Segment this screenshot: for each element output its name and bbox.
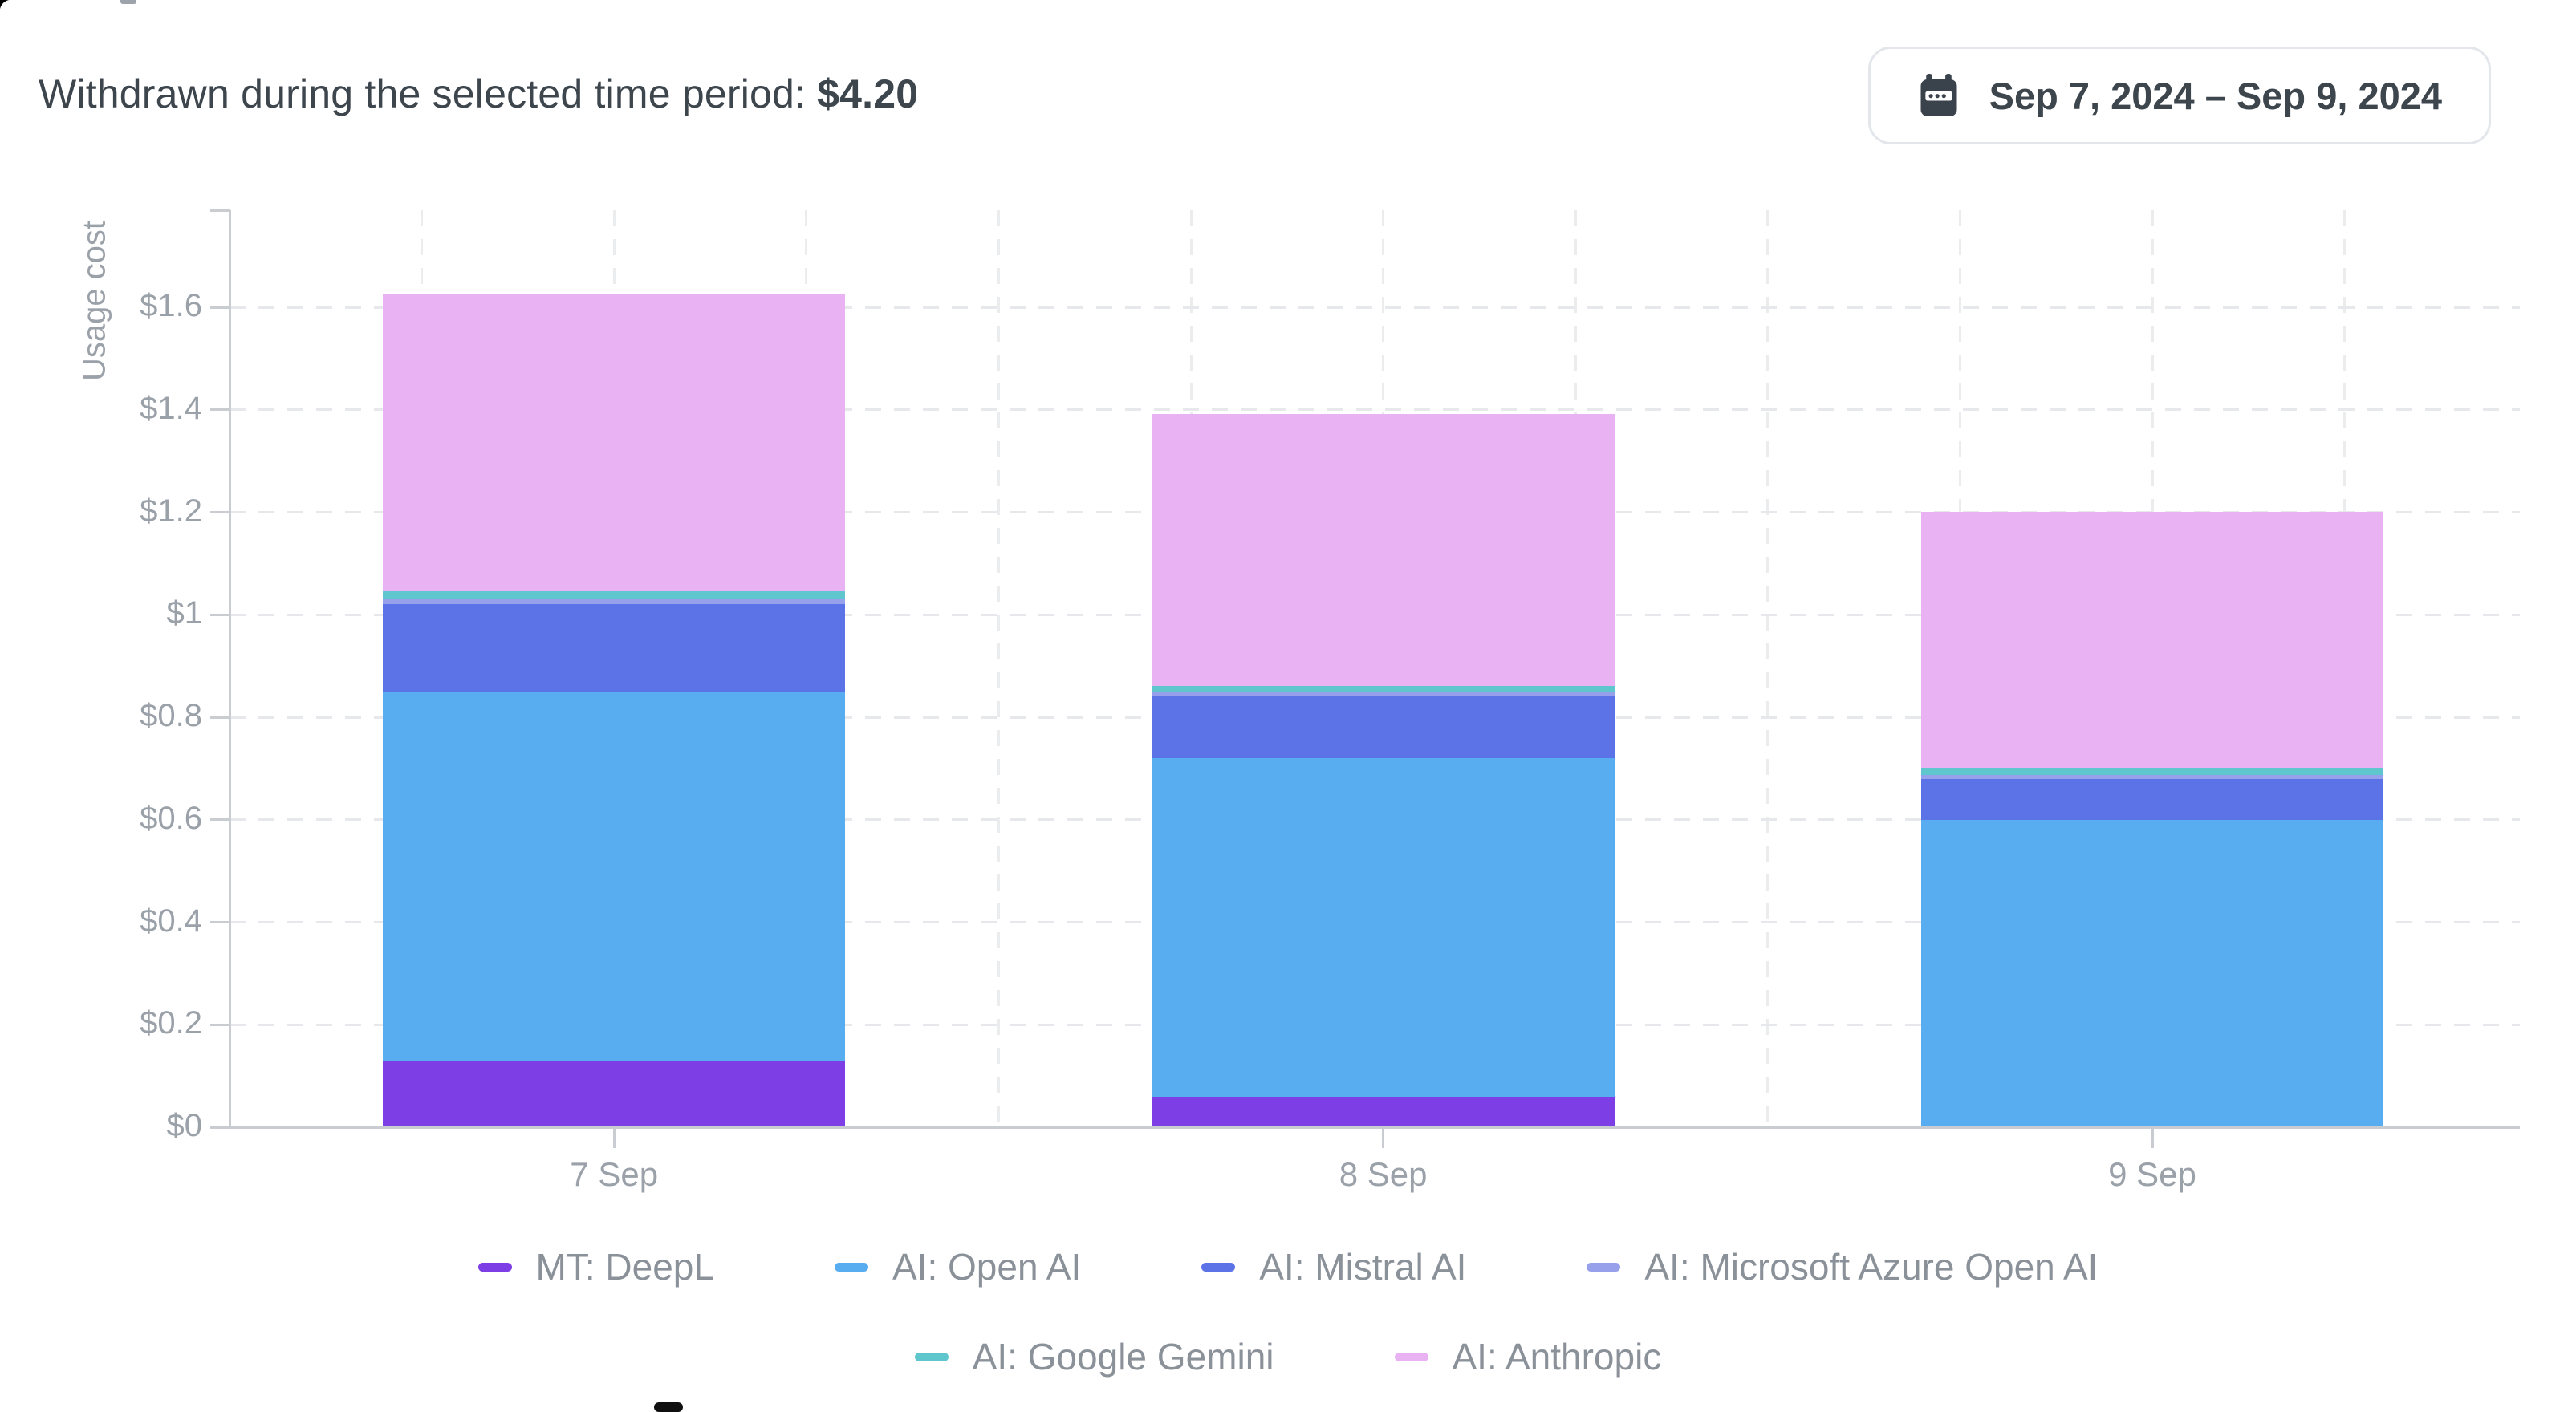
x-tick-label: 8 Sep [1339,1155,1428,1193]
cropped-element-artifact [654,1402,683,1412]
x-tick-label: 7 Sep [570,1155,659,1193]
bar-segment-7-Sep-AI-Google-Gemini[interactable] [383,591,846,599]
y-tick-label: $0.2 [140,1005,202,1041]
legend-label: AI: Microsoft Azure Open AI [1644,1246,2099,1288]
legend-marker [1394,1352,1428,1361]
bar-segment-9-Sep-AI-Mistral-AI[interactable] [1921,779,2383,820]
legend-item-AI-Anthropic[interactable]: AI: Anthropic [1394,1335,1662,1378]
legend-marker [1201,1262,1236,1272]
bar-segment-9-Sep-AI-Microsoft-Azure-Open-AI[interactable] [1921,775,2383,779]
y-tick-label: $0.4 [140,903,202,939]
legend-marker [834,1262,868,1272]
legend-label: MT: DeepL [535,1246,714,1288]
y-tick [210,1023,230,1026]
chart-legend: MT: DeepL AI: Open AI AI: Mistral AI AI: Mi… [0,1242,2576,1412]
y-tick-label: $1.4 [140,390,202,426]
y-tick [210,921,230,923]
legend-label: AI: Anthropic [1452,1336,1662,1378]
y-tick [210,613,230,616]
y-tick [210,511,230,513]
y-tick [210,818,230,822]
legend-row: MT: DeepL AI: Open AI AI: Mistral AI AI: Mi… [0,1242,2576,1292]
bar-segment-8-Sep-AI-Open-AI[interactable] [1152,758,1615,1097]
withdrawn-label: Withdrawn during the selected time perio… [39,71,807,116]
x-tick [2151,1127,2154,1148]
y-tick-label: $0.6 [140,800,202,836]
y-tick-label: $1.2 [140,493,202,529]
x-tick [612,1127,616,1148]
bar-segment-8-Sep-AI-Mistral-AI[interactable] [1152,696,1615,758]
legend-label: AI: Mistral AI [1259,1246,1467,1288]
legend-item-AI-Google-Gemini[interactable]: AI: Google Gemini [914,1335,1274,1378]
date-range-label: Sep 7, 2024 – Sep 9, 2024 [1989,74,2442,117]
vertical-gridline [997,210,1000,1127]
withdrawn-summary: Withdrawn during the selected time perio… [39,71,918,117]
y-tick [210,716,230,719]
y-tick-label: $1 [166,595,203,631]
bar-segment-8-Sep-MT-DeepL[interactable] [1152,1097,1615,1127]
bar-segment-7-Sep-AI-Microsoft-Azure-Open-AI[interactable] [383,599,846,604]
bar-segment-8-Sep-AI-Google-Gemini[interactable] [1152,686,1615,692]
calendar-icon [1920,74,1957,116]
corner-artifact [0,0,11,11]
withdrawn-amount: $4.20 [817,71,919,116]
legend-marker [477,1262,512,1272]
x-tick-label: 9 Sep [2108,1155,2196,1193]
legend-item-AI-Open-AI[interactable]: AI: Open AI [834,1245,1082,1288]
y-tick-label: $0 [166,1108,203,1143]
legend-item-MT-DeepL[interactable]: MT: DeepL [477,1245,714,1288]
y-gridline [230,408,2520,412]
y-tick [210,408,230,412]
legend-item-AI-Mistral-AI[interactable]: AI: Mistral AI [1201,1245,1466,1288]
y-tick-label: $0.8 [140,698,202,733]
bar-segment-8-Sep-AI-Anthropic[interactable] [1152,414,1615,686]
bar-segment-9-Sep-AI-Anthropic[interactable] [1921,512,2383,768]
legend-row: AI: Google Gemini AI: Anthropic [0,1332,2576,1382]
y-gridline [230,306,2520,309]
x-axis-line [230,1126,2520,1129]
vertical-gridline [1766,210,1769,1127]
cropped-text-artifact [120,0,136,4]
legend-marker [914,1352,949,1361]
legend-marker [1587,1262,1621,1272]
y-tick [210,1126,230,1129]
y-axis-line [228,210,231,1127]
bar-segment-8-Sep-AI-Microsoft-Azure-Open-AI[interactable] [1152,692,1615,696]
y-tick [210,306,230,309]
bar-segment-7-Sep-MT-DeepL[interactable] [383,1061,846,1127]
legend-label: AI: Open AI [892,1246,1082,1288]
bar-segment-7-Sep-AI-Open-AI[interactable] [383,692,846,1061]
bar-segment-7-Sep-AI-Anthropic[interactable] [383,294,846,591]
legend-item-AI-Microsoft-Azure-Open-AI[interactable]: AI: Microsoft Azure Open AI [1587,1245,2098,1288]
legend-label: AI: Google Gemini [972,1336,1274,1378]
y-tick-label: $1.6 [140,288,202,323]
bar-segment-7-Sep-AI-Mistral-AI[interactable] [383,604,846,692]
x-tick [1382,1127,1385,1148]
bar-segment-9-Sep-AI-Google-Gemini[interactable] [1921,768,2383,775]
date-range-button[interactable]: Sep 7, 2024 – Sep 9, 2024 [1867,47,2491,144]
y-axis-top-cap [210,209,230,212]
bar-segment-9-Sep-AI-Open-AI[interactable] [1921,820,2383,1127]
